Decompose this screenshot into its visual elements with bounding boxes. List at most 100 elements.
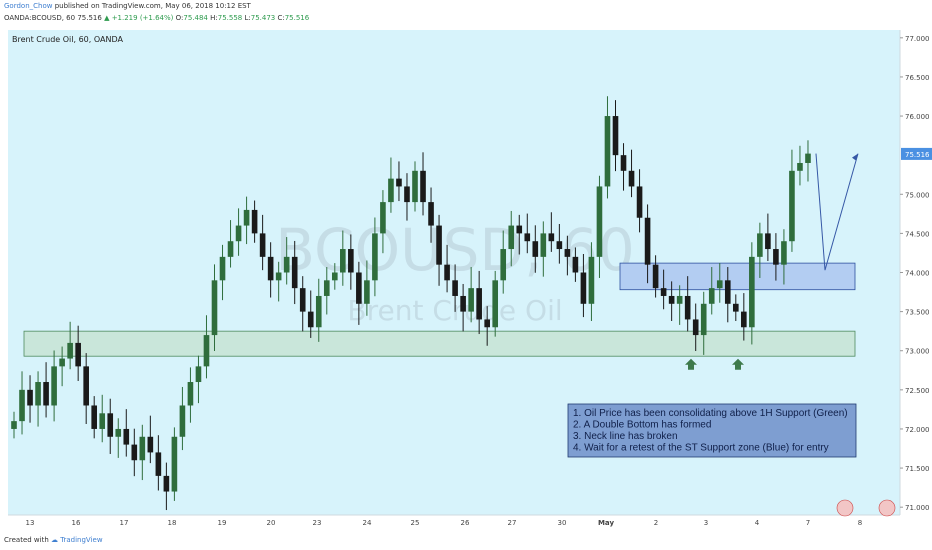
candle-body [115,428,122,437]
chart-title: Brent Crude Oil, 60, OANDA [12,35,123,44]
candle-body [564,249,571,257]
open-value: 75.484 [183,14,208,22]
candle-body [596,186,603,257]
candle-body [636,186,643,218]
economic-event-flag-icon[interactable] [836,499,854,517]
candle-body [235,225,242,242]
candle-body [580,272,587,304]
x-tick-label: 18 [168,519,177,527]
candle-body [283,256,290,273]
candle-body [163,475,170,492]
candle-body [356,272,362,304]
candle-body [67,342,73,359]
candle-body [436,225,442,265]
candle-body [412,170,418,203]
x-tick-label: 8 [858,519,862,527]
projection-path[interactable] [815,153,859,271]
candle-body [460,295,466,312]
price-axis[interactable] [900,30,932,515]
symbol-label[interactable]: OANDA:BCOUSD, 60 [4,14,76,22]
candle-body [364,280,370,304]
candle-body [652,264,659,289]
candle-body [692,319,699,336]
current-price-label: 75.516 [905,151,930,159]
candle-body [259,233,266,257]
candle-body [340,249,346,273]
candle-body [139,436,146,461]
candle-body [372,233,378,281]
x-tick-label: 20 [267,519,276,527]
y-tick-label: 77.000 [905,35,930,43]
x-tick-label: 2 [654,519,658,527]
last-price: 75.516 [77,14,102,22]
candle-body [444,264,450,281]
candle-body [43,382,49,406]
note-box[interactable] [567,403,857,458]
candle-body [805,153,811,163]
candle-body [275,272,282,281]
support-zone-blue[interactable] [619,262,856,291]
candle-body [171,436,178,492]
candle-body [11,421,17,429]
candle-body [380,202,386,234]
price-change: +1.219 (+1.64%) [111,14,174,22]
candle-body [716,280,723,289]
candle-body [315,295,322,328]
candle-body [123,428,130,445]
candle-body [75,342,81,367]
candle-body [323,280,330,296]
candle-body [307,311,314,328]
tradingview-brand[interactable]: TradingView [60,536,103,544]
y-tick-label: 74.500 [905,230,930,238]
candle-body [540,233,547,257]
x-tick-label: 16 [72,519,81,527]
double-bottom-arrow-icon [685,358,697,370]
candle-body [468,288,474,312]
y-tick-label: 71.500 [905,465,930,473]
candle-body [741,311,747,328]
candle-body [532,241,539,257]
candle-body [556,241,563,250]
support-zone-green[interactable] [23,330,856,357]
candle-body [604,116,611,187]
footer: Created with ☁ TradingView [0,530,932,550]
candle-body [331,272,338,281]
price-chart[interactable]: Brent Crude Oil, 60, OANDA BCOUSD, 60 Br… [0,0,932,530]
x-tick-label: 23 [313,519,322,527]
candle-body [668,295,675,304]
candle-body [404,186,410,203]
candle-body [107,413,114,437]
candle-body [227,241,234,257]
author-link[interactable]: Gordon_Chow [4,2,53,10]
candle-body [195,366,202,383]
candle-body [660,288,667,296]
y-tick-label: 73.000 [905,348,930,356]
note-line: 3. Neck line has broken [573,431,678,442]
economic-event-flag-icon[interactable] [878,499,896,517]
x-tick-label: May [598,519,614,527]
candle-body [19,389,25,422]
note-line: 1. Oil Price has been consolidating abov… [573,408,848,419]
open-label: O: [175,14,184,22]
published-text: published on TradingView.com, May 06, 20… [54,2,251,10]
candle-body [684,295,691,320]
candle-body [773,249,779,265]
x-tick-label: 13 [26,519,35,527]
time-axis[interactable] [0,515,932,530]
candle-body [757,233,763,257]
candle-body [476,288,482,320]
candle-body [211,280,218,336]
candle-body [628,170,635,187]
low-value: 75.473 [250,14,276,22]
x-tick-label: 19 [218,519,227,527]
chart-header: Gordon_Chow published on TradingView.com… [0,0,932,30]
candle-body [612,116,619,156]
candle-body [492,280,499,328]
candle-body [299,288,306,312]
candle-body [396,178,402,187]
candle-body [83,366,89,406]
x-tick-label: 3 [704,519,708,527]
close-label: C: [277,14,285,22]
created-with-text: Created with [4,536,49,544]
y-tick-label: 76.500 [905,74,930,82]
